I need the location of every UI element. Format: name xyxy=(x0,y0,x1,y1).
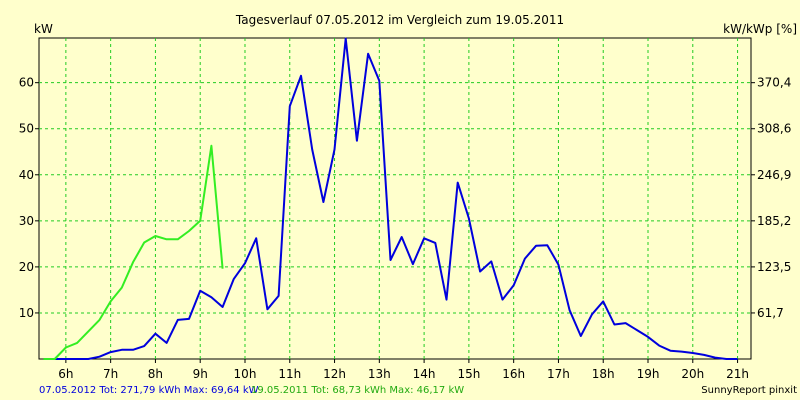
legend-series-1: 07.05.2012 Tot: 271,79 kWh Max: 69,64 kW xyxy=(39,385,259,396)
x-tick-label: 18h xyxy=(592,367,615,381)
x-tick-label: 16h xyxy=(502,367,525,381)
y-tick-label-left: 40 xyxy=(19,168,34,182)
y-ticks: 10 61,7 20 123,5 30 185,2 40 246,9 50 308,6 60 370,… xyxy=(19,76,792,320)
x-tick-label: 21h xyxy=(726,367,749,381)
grid xyxy=(39,38,751,359)
x-tick-label: 13h xyxy=(368,367,391,381)
x-tick-label: 8h xyxy=(148,367,163,381)
x-tick-label: 19h xyxy=(637,367,660,381)
x-tick-label: 11h xyxy=(278,367,301,381)
y-tick-label-right: 246,9 xyxy=(757,168,791,182)
x-tick-label: 15h xyxy=(457,367,480,381)
x-tick-label: 6h xyxy=(58,367,73,381)
series-line-2 xyxy=(43,144,224,360)
y-axis-right-label: kW/kWp [%] xyxy=(723,22,797,36)
y-tick-label-right: 185,2 xyxy=(757,214,791,228)
y-tick-label-right: 61,7 xyxy=(757,306,784,320)
y-tick-label-left: 30 xyxy=(19,214,34,228)
chart-title: Tagesverlauf 07.05.2012 im Vergleich zum… xyxy=(235,13,564,27)
y-tick-label-right: 123,5 xyxy=(757,260,791,274)
x-tick-label: 7h xyxy=(103,367,118,381)
y-tick-label-left: 10 xyxy=(19,306,34,320)
y-tick-label-left: 20 xyxy=(19,260,34,274)
series-lines xyxy=(43,37,738,360)
y-tick-label-left: 50 xyxy=(19,122,34,136)
x-tick-label: 12h xyxy=(323,367,346,381)
y-tick-label-right: 308,6 xyxy=(757,122,791,136)
x-ticks: 6h 7h 8h 9h 10h 11h 12h 13h 14h 15h 16h 17h 18h 19h 20… xyxy=(58,359,749,381)
x-tick-label: 20h xyxy=(681,367,704,381)
x-tick-label: 9h xyxy=(193,367,208,381)
credit: SunnyReport pinxit xyxy=(701,385,797,396)
y-axis-left-label: kW xyxy=(34,22,53,36)
x-tick-label: 14h xyxy=(413,367,436,381)
y-tick-label-left: 60 xyxy=(19,76,34,90)
series-line-1 xyxy=(43,37,738,360)
y-tick-label-right: 370,4 xyxy=(757,76,791,90)
legend-series-2: 19.05.2011 Tot: 68,73 kWh Max: 46,17 kW xyxy=(251,385,464,396)
plot-area xyxy=(38,37,752,360)
x-tick-label: 10h xyxy=(234,367,257,381)
x-tick-label: 17h xyxy=(547,367,570,381)
